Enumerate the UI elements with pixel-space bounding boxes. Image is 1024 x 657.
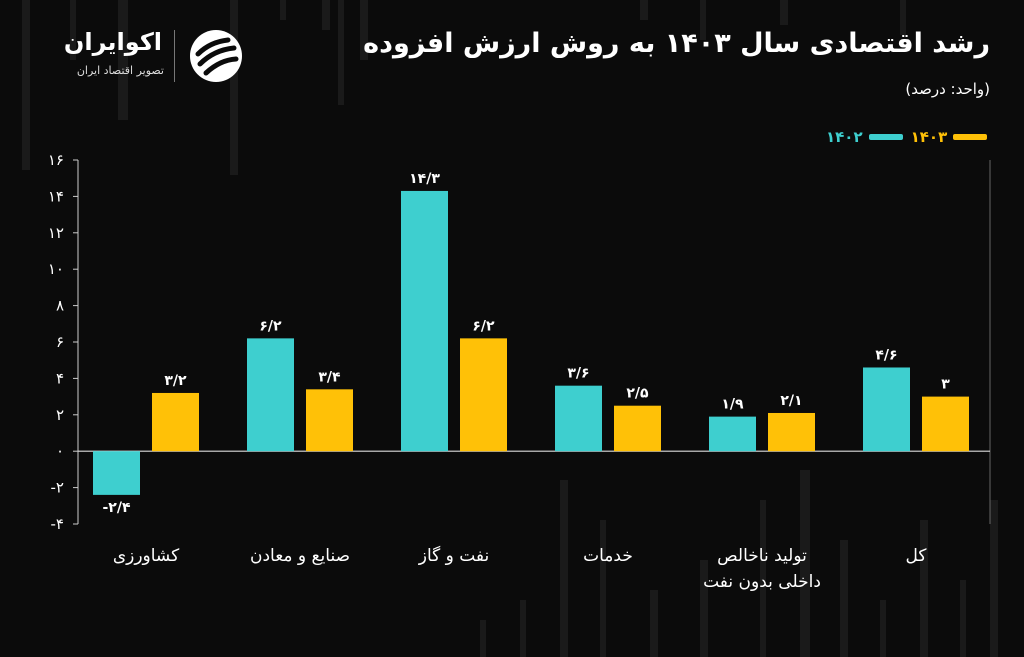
legend-item-1403: ۱۴۰۳	[911, 128, 988, 146]
y-tick-label: ۱۰	[48, 260, 64, 278]
background-stripe	[118, 0, 128, 120]
bar-۱۴۰۳	[614, 405, 661, 452]
bar-۱۴۰۲	[247, 338, 294, 452]
bar-۱۴۰۲	[709, 416, 756, 452]
y-tick-label: ۲	[56, 406, 64, 424]
category-label: کشاورزی	[113, 546, 180, 566]
brand-name: اکوایران	[63, 28, 162, 56]
data-label: ۱۴/۳	[409, 171, 440, 187]
background-stripe	[650, 590, 658, 657]
bar-۱۴۰۳	[460, 338, 507, 452]
data-label: ۱/۹	[721, 397, 744, 413]
data-label: ۶/۲	[259, 318, 282, 334]
category-label: تولید ناخالص	[717, 546, 807, 566]
bar-۱۴۰۳	[152, 392, 199, 452]
bar-۱۴۰۳	[922, 396, 969, 452]
category-label: داخلی بدون نفت	[703, 572, 821, 592]
background-stripe	[840, 540, 848, 657]
y-tick-label: ۰	[56, 442, 64, 460]
background-stripe	[990, 500, 998, 657]
background-stripe	[640, 0, 648, 20]
bar-۱۴۰۲	[863, 367, 910, 452]
background-stripe	[230, 0, 238, 175]
legend-swatch-1402	[868, 134, 903, 140]
background-stripe	[700, 0, 706, 40]
y-tick-label: ۱۴	[48, 187, 64, 205]
background-stripe	[600, 520, 606, 657]
background-stripe	[920, 520, 928, 657]
data-label: ۳/۶	[567, 366, 589, 382]
brand-tagline: تصویر اقتصاد ایران	[76, 64, 164, 77]
background-stripe	[70, 0, 76, 60]
data-label: ۶/۲	[472, 318, 495, 334]
bar-۱۴۰۲	[93, 451, 140, 495]
background-stripe	[900, 0, 906, 35]
background-stripe	[280, 0, 286, 20]
y-tick-label: -۲	[51, 479, 64, 497]
background-stripe	[560, 480, 568, 657]
bar-۱۴۰۳	[768, 412, 815, 452]
data-label: ۳/۲	[164, 373, 187, 389]
legend: ۱۴۰۲ ۱۴۰۳	[826, 128, 988, 146]
background-stripe	[360, 0, 368, 60]
background-stripe	[520, 600, 526, 657]
y-tick-label: ۱۲	[48, 224, 64, 242]
bar-۱۴۰۲	[555, 385, 602, 452]
data-label: ۴/۶	[875, 347, 897, 363]
unit-label: (واحد: درصد)	[905, 80, 990, 98]
background-stripe	[22, 0, 30, 170]
data-label: ۳/۴	[318, 369, 341, 385]
y-tick-label: -۴	[51, 515, 64, 533]
y-tick-label: ۱۶	[48, 151, 64, 169]
background-stripe	[960, 580, 966, 657]
legend-swatch-1403	[953, 134, 988, 140]
data-label: -۲/۴	[102, 500, 130, 516]
background-stripe	[322, 0, 330, 30]
category-label: نفت و گاز	[418, 545, 490, 566]
background-stripe	[480, 620, 486, 657]
background-stripe	[780, 0, 788, 25]
background-stripe	[760, 500, 766, 657]
category-label: خدمات	[583, 546, 633, 566]
bar-۱۴۰۳	[306, 389, 353, 452]
bar-۱۴۰۲	[401, 190, 448, 452]
brand-mark-icon	[190, 30, 242, 82]
y-tick-label: ۸	[56, 297, 64, 315]
data-label: ۲/۵	[626, 386, 649, 402]
legend-label-1402: ۱۴۰۲	[826, 128, 863, 146]
logo-divider	[174, 30, 175, 82]
data-label: ۳	[941, 377, 950, 393]
background-stripe	[338, 0, 344, 105]
brand-logo: اکوایران تصویر اقتصاد ایران	[34, 26, 249, 86]
background-stripe	[880, 600, 886, 657]
background-stripe	[800, 470, 810, 657]
legend-item-1402: ۱۴۰۲	[826, 128, 903, 146]
chart-title: رشد اقتصادی سال ۱۴۰۳ به روش ارزش افزوده	[363, 28, 990, 59]
y-tick-label: ۴	[56, 369, 64, 387]
category-label: صنایع و معادن	[250, 546, 350, 566]
category-label: کل	[906, 546, 928, 566]
background-stripe	[700, 560, 708, 657]
data-label: ۲/۱	[780, 393, 802, 409]
legend-label-1403: ۱۴۰۳	[910, 128, 948, 146]
y-tick-label: ۶	[56, 333, 64, 351]
